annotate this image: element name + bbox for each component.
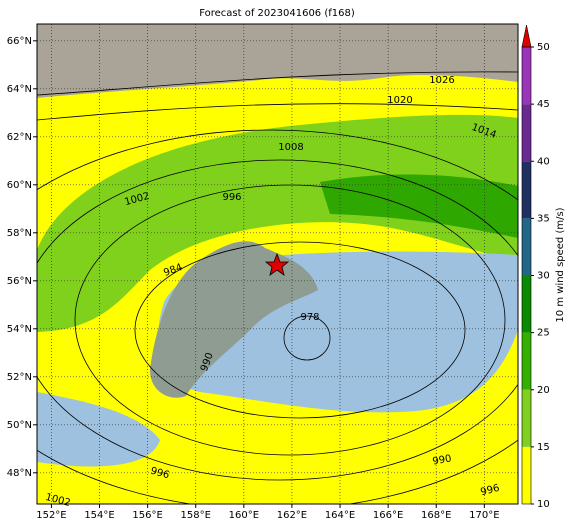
colorbar-segment — [522, 389, 531, 447]
x-tick-label: 162°E — [277, 510, 307, 521]
isobar — [37, 129, 518, 504]
colorbar-label: 10 m wind speed (m/s) — [555, 207, 566, 322]
x-tick-label: 152°E — [36, 510, 66, 521]
isobar-label: 996 — [479, 483, 500, 499]
isobar — [134, 241, 466, 419]
y-tick-label: 64°N — [7, 84, 32, 95]
isobar-label: 1026 — [429, 75, 454, 86]
colorbar-tick-label: 40 — [537, 156, 550, 167]
y-tick-label: 56°N — [7, 276, 32, 287]
wind-field — [320, 174, 518, 238]
y-tick-label: 50°N — [7, 420, 32, 431]
x-tick-label: 156°E — [132, 510, 162, 521]
colorbar-tick-label: 50 — [537, 42, 550, 53]
isobar-label: 996 — [149, 466, 170, 482]
colorbar-segment — [522, 332, 531, 390]
y-tick-label: 58°N — [7, 228, 32, 239]
grid — [37, 24, 518, 504]
isobar-label: 978 — [300, 312, 319, 323]
x-tick-label: 154°E — [84, 510, 114, 521]
colorbar-segment — [522, 446, 531, 504]
x-tick-label: 158°E — [181, 510, 211, 521]
colorbar-segment — [522, 161, 531, 219]
colorbar-tick-label: 10 — [537, 499, 550, 510]
colorbar-segment — [522, 218, 531, 276]
map-fields — [37, 24, 518, 504]
wind-field — [37, 114, 518, 332]
x-tick-label: 160°E — [229, 510, 259, 521]
title: Forecast of 2023041606 (f168) — [199, 8, 355, 19]
isobar-label: 990 — [432, 453, 453, 467]
colorbar-segment — [522, 47, 531, 105]
colorbar-segment — [522, 104, 531, 162]
map-frame — [36, 23, 519, 505]
y-tick-label: 62°N — [7, 132, 32, 143]
y-tick-label: 52°N — [7, 372, 32, 383]
colorbar-tick-label: 45 — [537, 99, 550, 110]
isobar-label: 1020 — [387, 95, 412, 106]
colorbar-tick-label: 20 — [537, 385, 550, 396]
colorbar-tick-label: 30 — [537, 271, 550, 282]
isobar-label: 996 — [222, 192, 241, 203]
colorbar-extend — [521, 24, 532, 48]
isobar — [37, 159, 518, 481]
isobar — [283, 315, 331, 361]
y-tick-label: 66°N — [7, 36, 32, 47]
isobar — [37, 103, 518, 121]
star-marker — [264, 252, 290, 276]
x-tick-label: 166°E — [373, 510, 403, 521]
colorbar-tick-label: 35 — [537, 213, 550, 224]
colorbar-segment — [522, 275, 531, 333]
y-tick-label: 54°N — [7, 324, 32, 335]
colorbar-tick-label: 15 — [537, 442, 550, 453]
isobar-label: 1008 — [278, 142, 303, 153]
land — [150, 241, 318, 398]
x-tick-label: 168°E — [421, 510, 451, 521]
y-tick-label: 48°N — [7, 468, 32, 479]
land — [37, 24, 518, 98]
x-tick-label: 164°E — [325, 510, 355, 521]
colorbar-tick-label: 25 — [537, 328, 550, 339]
y-tick-label: 60°N — [7, 180, 32, 191]
isobar — [37, 71, 518, 96]
ocean — [37, 392, 160, 467]
x-tick-label: 170°E — [469, 510, 499, 521]
